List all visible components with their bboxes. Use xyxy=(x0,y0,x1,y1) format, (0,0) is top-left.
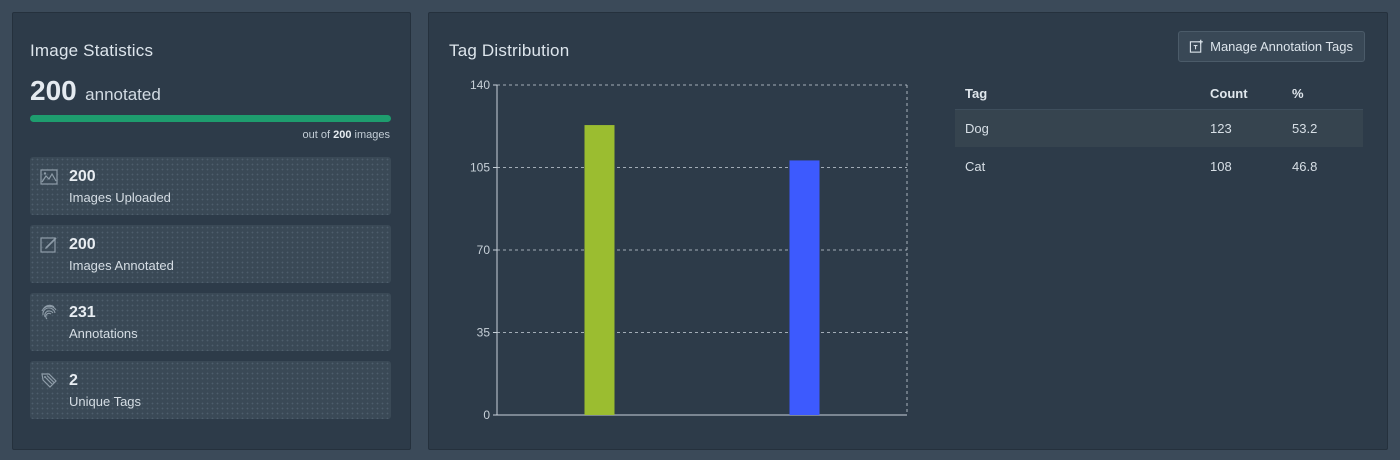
y-tick-label: 70 xyxy=(477,243,491,257)
image-statistics-panel: Image Statistics 200 annotated out of 20… xyxy=(12,12,411,450)
stat-label: Images Uploaded xyxy=(69,190,171,205)
annotated-summary: 200 annotated xyxy=(30,75,161,107)
stat-value: 231 xyxy=(69,304,96,321)
annotation-progress-bar xyxy=(30,115,391,122)
fingerprint-icon xyxy=(39,303,59,323)
table-row: Dog 123 53.2 xyxy=(955,109,1363,147)
y-tick-label: 0 xyxy=(483,408,490,422)
percent-cell: 46.8 xyxy=(1292,158,1318,174)
out-of-total-text: out of 200 images xyxy=(303,129,390,141)
header-percent: % xyxy=(1282,79,1363,110)
add-tag-icon xyxy=(1189,39,1204,54)
header-count: Count xyxy=(1200,79,1282,110)
y-tick-label: 105 xyxy=(470,161,490,175)
header-tag: Tag xyxy=(955,79,1200,110)
out-of-prefix: out of xyxy=(302,129,331,141)
stat-card-images-annotated: 200 Images Annotated xyxy=(30,225,391,283)
edit-icon xyxy=(39,235,59,255)
tag-table-header-row: Tag Count % xyxy=(955,79,1363,110)
out-of-suffix: images xyxy=(354,129,390,141)
manage-annotation-tags-label: Manage Annotation Tags xyxy=(1210,39,1353,54)
annotated-word: annotated xyxy=(85,85,161,104)
annotation-progress-fill xyxy=(30,115,391,122)
tag-distribution-chart: 0 35 70 105 140 xyxy=(470,78,908,422)
stat-card-images-uploaded: 200 Images Uploaded xyxy=(30,157,391,215)
tag-distribution-panel: Tag Distribution Manage Annotation Tags … xyxy=(428,12,1388,450)
tag-distribution-title: Tag Distribution xyxy=(449,41,570,60)
tag-table: Tag Count % Dog 123 53.2 Cat 108 46.8 xyxy=(955,79,1363,185)
stat-label: Images Annotated xyxy=(69,258,174,273)
image-icon xyxy=(39,167,59,187)
manage-annotation-tags-button[interactable]: Manage Annotation Tags xyxy=(1178,31,1365,62)
stat-label: Annotations xyxy=(69,326,138,341)
stat-value: 200 xyxy=(69,168,96,185)
tag-cell: Cat xyxy=(965,158,986,174)
image-statistics-title: Image Statistics xyxy=(30,41,154,60)
stat-value: 200 xyxy=(69,236,96,253)
bar-cat[interactable] xyxy=(789,160,820,415)
count-cell: 123 xyxy=(1200,109,1282,147)
y-tick-label: 140 xyxy=(470,78,490,92)
tag-icon xyxy=(39,371,59,391)
y-tick-label: 35 xyxy=(477,326,491,340)
stat-label: Unique Tags xyxy=(69,394,142,409)
stat-card-annotations: 231 Annotations xyxy=(30,293,391,351)
annotated-count: 200 xyxy=(30,75,77,106)
percent-cell: 53.2 xyxy=(1282,109,1363,147)
count-cell: 108 xyxy=(1210,158,1232,174)
stat-card-unique-tags: 2 Unique Tags xyxy=(30,361,391,419)
stat-value: 2 xyxy=(69,372,78,389)
tag-cell: Dog xyxy=(955,109,1200,147)
table-row: Cat 108 46.8 xyxy=(955,147,1363,185)
out-of-total: 200 xyxy=(333,129,352,141)
bar-dog[interactable] xyxy=(584,125,615,416)
